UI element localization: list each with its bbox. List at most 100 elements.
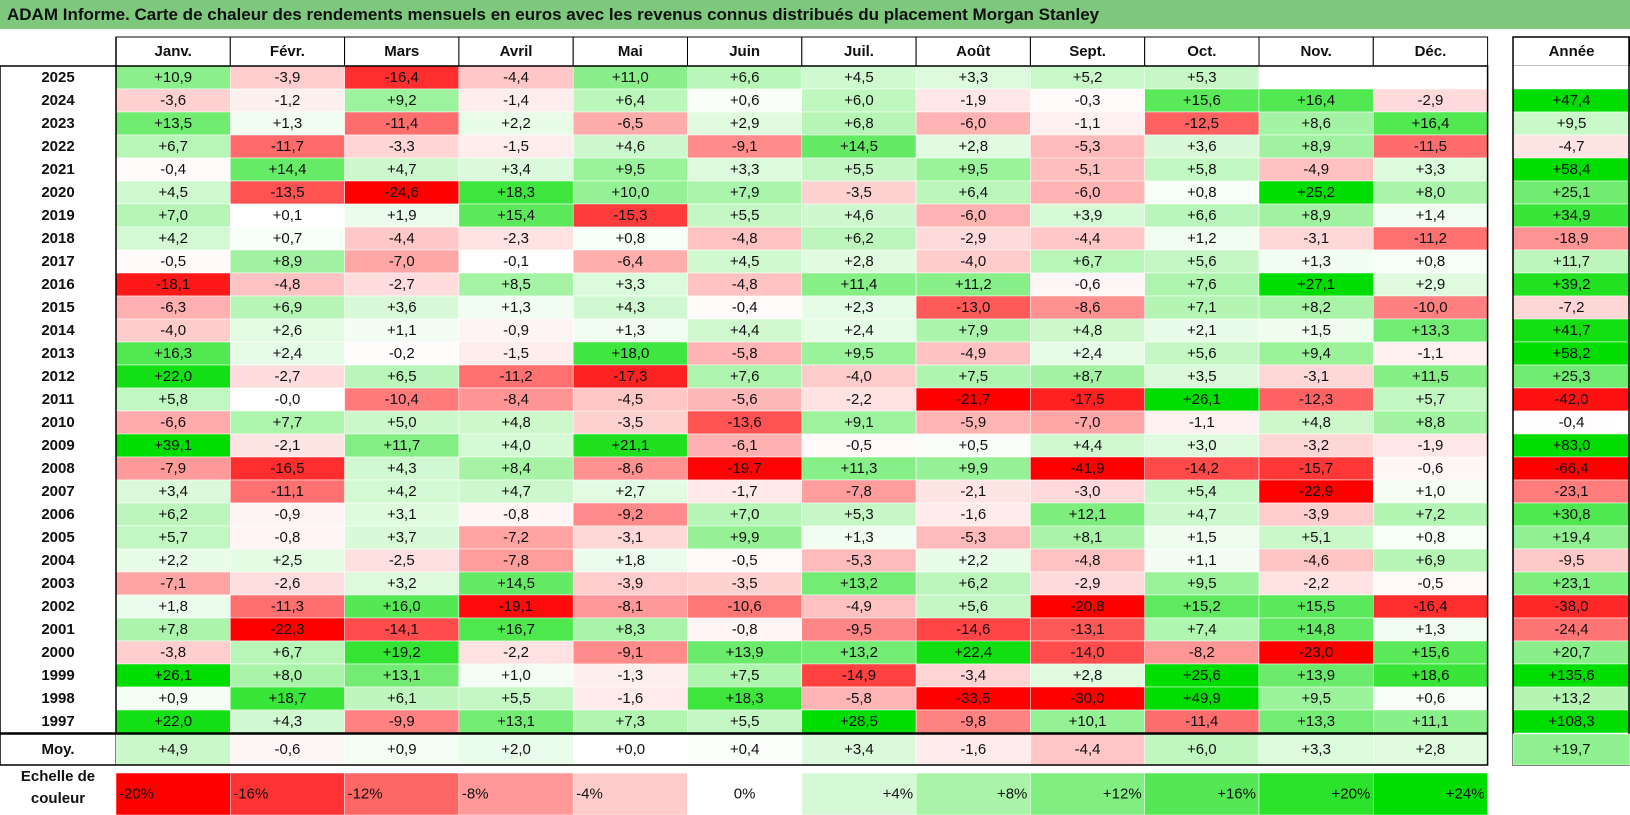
cell-value: -3,4 bbox=[960, 667, 986, 684]
cell-value: +1,5 bbox=[1301, 322, 1331, 339]
cell-value: -0,8 bbox=[275, 529, 301, 546]
cell-value: +3,3 bbox=[616, 276, 646, 293]
cell-value: +3,7 bbox=[387, 529, 417, 546]
annual-header-label: Année bbox=[1549, 43, 1595, 60]
cell-value: -11,7 bbox=[271, 138, 304, 155]
cell-value: +15,5 bbox=[1297, 598, 1335, 615]
row-year-label: 2012 bbox=[41, 368, 74, 385]
cell-value: -4,4 bbox=[503, 69, 529, 86]
cell-value: -3,5 bbox=[846, 184, 872, 201]
cell-value: +7,6 bbox=[1187, 276, 1217, 293]
cell-value: -20,8 bbox=[1070, 598, 1104, 615]
row-year-label: 1999 bbox=[41, 667, 74, 684]
cell-value: +4,8 bbox=[1301, 414, 1331, 431]
average-annual-value: +19,7 bbox=[1553, 741, 1591, 758]
row-year-label: 2025 bbox=[41, 69, 74, 86]
row-year-label: 2015 bbox=[41, 299, 74, 316]
cell-value: -0,5 bbox=[846, 437, 872, 454]
cell-value: +0,9 bbox=[158, 690, 188, 707]
cell-value: -16,5 bbox=[270, 460, 304, 477]
row-year-label: 2010 bbox=[41, 414, 74, 431]
cell-value: +1,3 bbox=[616, 322, 646, 339]
column-header-label: Mai bbox=[618, 43, 643, 60]
average-value: +0,0 bbox=[616, 741, 646, 758]
cell-value: +2,8 bbox=[1073, 667, 1103, 684]
annual-value: +11,7 bbox=[1553, 253, 1590, 270]
cell-value: -8,1 bbox=[617, 598, 643, 615]
scale-step-label: +20% bbox=[1332, 786, 1371, 803]
cell-value: +2,7 bbox=[616, 483, 646, 500]
column-header-label: Avril bbox=[500, 43, 533, 60]
cell-value: +18,0 bbox=[611, 345, 649, 362]
cell-value: +5,8 bbox=[1187, 161, 1217, 178]
scale-swatch bbox=[458, 772, 574, 815]
cell-value: -13,1 bbox=[1070, 621, 1104, 638]
cell-value: -5,8 bbox=[846, 690, 872, 707]
average-value: -4,4 bbox=[1075, 741, 1101, 758]
cell-value: +15,2 bbox=[1183, 598, 1221, 615]
cell-value: +18,6 bbox=[1411, 667, 1449, 684]
cell-value: -0,4 bbox=[732, 299, 758, 316]
cell-value: -3,3 bbox=[389, 138, 415, 155]
cell-value: -6,0 bbox=[960, 207, 986, 224]
cell-value: +3,5 bbox=[1187, 368, 1217, 385]
cell-value: -15,3 bbox=[613, 207, 647, 224]
annual-value: +39,2 bbox=[1553, 276, 1591, 293]
cell-value: +1,1 bbox=[1187, 552, 1217, 569]
cell-value: +4,7 bbox=[387, 161, 417, 178]
cell-value: +1,5 bbox=[1187, 529, 1217, 546]
average-value: +3,4 bbox=[844, 741, 874, 758]
cell-value: +2,3 bbox=[844, 299, 874, 316]
cell-value: +2,4 bbox=[273, 345, 303, 362]
average-value: +0,4 bbox=[730, 741, 760, 758]
cell-value: +13,2 bbox=[840, 575, 878, 592]
row-year-label: 2018 bbox=[41, 230, 74, 247]
column-header-cell bbox=[1372, 36, 1489, 67]
cell-value: +4,5 bbox=[730, 253, 760, 270]
cell-value: +3,2 bbox=[387, 575, 417, 592]
cell-value: +7,2 bbox=[1416, 506, 1446, 523]
scale-swatch bbox=[1030, 772, 1145, 815]
cell-value: -8,2 bbox=[1189, 644, 1215, 661]
annual-value: -38,0 bbox=[1554, 598, 1588, 615]
cell-value: -3,1 bbox=[617, 529, 643, 546]
cell-value: -9,9 bbox=[389, 713, 415, 730]
cell-value: +18,3 bbox=[497, 184, 535, 201]
cell-value: +7,3 bbox=[616, 713, 646, 730]
annual-value: +25,1 bbox=[1553, 184, 1591, 201]
cell-value: -10,6 bbox=[728, 598, 762, 615]
cell-value: +6,0 bbox=[844, 92, 874, 109]
cell-value: +3,6 bbox=[1187, 138, 1217, 155]
average-value: +2,0 bbox=[501, 741, 531, 758]
cell-value: +5,6 bbox=[1187, 345, 1217, 362]
cell-value: +9,2 bbox=[387, 92, 417, 109]
cell-value: +2,8 bbox=[844, 253, 874, 270]
cell-value: +2,4 bbox=[1073, 345, 1103, 362]
cell-value: +8,5 bbox=[501, 276, 531, 293]
cell-value: +16,4 bbox=[1411, 115, 1449, 132]
cell-value: -4,9 bbox=[846, 598, 872, 615]
cell-value: -16,4 bbox=[1413, 598, 1447, 615]
cell-value: +9,5 bbox=[616, 161, 646, 178]
row-year-label: 2000 bbox=[41, 644, 74, 661]
cell-value: +4,5 bbox=[844, 69, 874, 86]
cell-value: +6,7 bbox=[1073, 253, 1103, 270]
annual-value: +23,1 bbox=[1553, 575, 1591, 592]
cell-value: -8,6 bbox=[1075, 299, 1101, 316]
cell-value: +9,5 bbox=[1187, 575, 1217, 592]
cell-value: -3,0 bbox=[1075, 483, 1101, 500]
cell-value: -10,0 bbox=[1413, 299, 1447, 316]
cell-value: -1,7 bbox=[732, 483, 758, 500]
cell-value: -1,9 bbox=[1418, 437, 1444, 454]
column-header-label: Févr. bbox=[270, 43, 305, 60]
cell-value: +4,2 bbox=[387, 483, 417, 500]
cell-value: +8,4 bbox=[501, 460, 531, 477]
scale-step-label: +4% bbox=[883, 786, 913, 803]
cell-value: -9,8 bbox=[960, 713, 986, 730]
row-year-label: 2023 bbox=[41, 115, 74, 132]
cell-value: +8,7 bbox=[1073, 368, 1103, 385]
scale-step-label: -4% bbox=[576, 786, 603, 803]
cell-value: +15,6 bbox=[1411, 644, 1449, 661]
cell-value: +4,4 bbox=[730, 322, 760, 339]
